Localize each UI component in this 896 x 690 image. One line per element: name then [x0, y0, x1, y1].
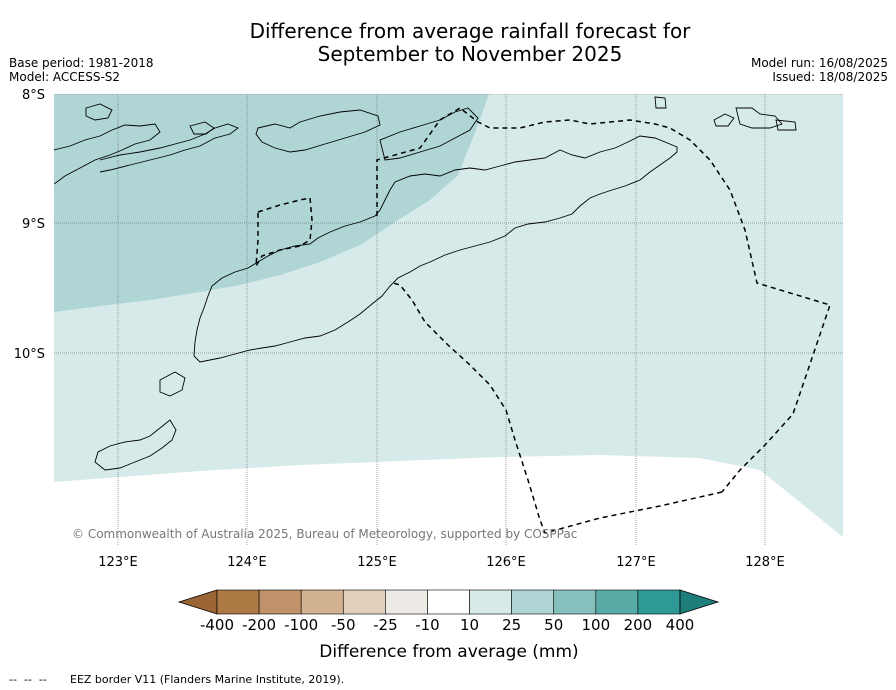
lon-label-125e: 125°E	[357, 555, 397, 570]
small-island-4	[713, 113, 735, 127]
colorbar-cell	[595, 589, 639, 615]
lon-label-124e: 124°E	[227, 555, 267, 570]
meta-right: Model run: 16/08/2025 Issued: 18/08/2025	[751, 56, 888, 84]
eez-border	[255, 107, 831, 534]
sumba-edge	[94, 419, 177, 471]
colorbar-arrow-high	[679, 589, 720, 615]
roti-coast	[159, 371, 186, 397]
flores-coast	[54, 123, 161, 185]
footer-legend-symbol: -- -- --	[9, 673, 47, 686]
alor-coast	[255, 109, 381, 153]
colorbar-tick-label: 400	[666, 616, 695, 634]
small-island-3	[654, 96, 667, 109]
colorbar-cell	[258, 589, 302, 615]
title-line-1: Difference from average rainfall forecas…	[249, 19, 691, 43]
axis-labels: 8°S 9°S 10°S 123°E 124°E 125°E 126°E 127…	[14, 88, 785, 570]
title-line-2: September to November 2025	[317, 42, 623, 66]
colorbar-title: Difference from average (mm)	[319, 642, 578, 662]
coastlines	[54, 96, 797, 471]
colorbar-cell	[300, 589, 344, 615]
colorbar-tick-label: -10	[415, 616, 440, 634]
colorbar-cell	[511, 589, 555, 615]
colorbar-tick-label: -400	[200, 616, 234, 634]
eez-south	[389, 281, 723, 534]
small-island-2	[189, 121, 215, 135]
lat-label-8s: 8°S	[22, 88, 45, 103]
colorbar-cell	[427, 589, 470, 615]
map-panel	[54, 94, 843, 545]
lat-label-9s: 9°S	[22, 217, 45, 232]
eez-north	[376, 107, 831, 493]
colorbar-tick-label: 25	[502, 616, 521, 634]
chart-title: Difference from average rainfall forecas…	[0, 20, 896, 66]
small-island-5	[735, 107, 783, 129]
colorbar-tick-label: -25	[373, 616, 398, 634]
colorbar: -400 -200 -100 -50 -25 -10 10 25 50 100 200 400	[177, 589, 720, 634]
gridlines	[54, 94, 843, 545]
colorbar-tick-label: -200	[242, 616, 276, 634]
base-period: Base period: 1981-2018	[9, 56, 154, 70]
model-run: Model run: 16/08/2025	[750, 56, 888, 70]
colorbar-cell	[216, 589, 260, 615]
colorbar-tick-label: 100	[581, 616, 610, 634]
lon-label-126e: 126°E	[486, 555, 526, 570]
colorbar-arrow-low	[177, 589, 218, 615]
colorbar-tick-label: -50	[331, 616, 356, 634]
footer-legend-text: EEZ border V11 (Flanders Marine Institut…	[70, 673, 344, 686]
lon-label-127e: 127°E	[616, 555, 656, 570]
lon-label-128e: 128°E	[745, 555, 785, 570]
model-name: Model: ACCESS-S2	[9, 70, 121, 84]
copyright-notice: © Commonwealth of Australia 2025, Bureau…	[72, 527, 577, 541]
colorbar-cell	[553, 589, 597, 615]
colorbar-tick-label: 10	[460, 616, 479, 634]
colorbar-cell	[469, 589, 512, 615]
wetar-coast	[379, 107, 479, 161]
timor-coast	[193, 135, 678, 363]
flores-coast-east	[99, 123, 239, 173]
colorbar-tick-label: 50	[544, 616, 563, 634]
colorbar-tick-label: -100	[284, 616, 318, 634]
colorbar-tick-label: 200	[624, 616, 653, 634]
small-island-6	[775, 119, 797, 131]
colorbar-cell	[385, 589, 428, 615]
lat-label-10s: 10°S	[14, 347, 45, 362]
band-25-50	[54, 94, 489, 312]
eez-oecusse	[255, 197, 313, 267]
meta-left: Base period: 1981-2018 Model: ACCESS-S2	[9, 56, 154, 84]
colorbar-cell	[342, 589, 386, 615]
issued-date: Issued: 18/08/2025	[772, 70, 888, 84]
lon-label-123e: 123°E	[98, 555, 138, 570]
colorbar-cell	[637, 589, 681, 615]
small-island-1	[85, 103, 113, 121]
